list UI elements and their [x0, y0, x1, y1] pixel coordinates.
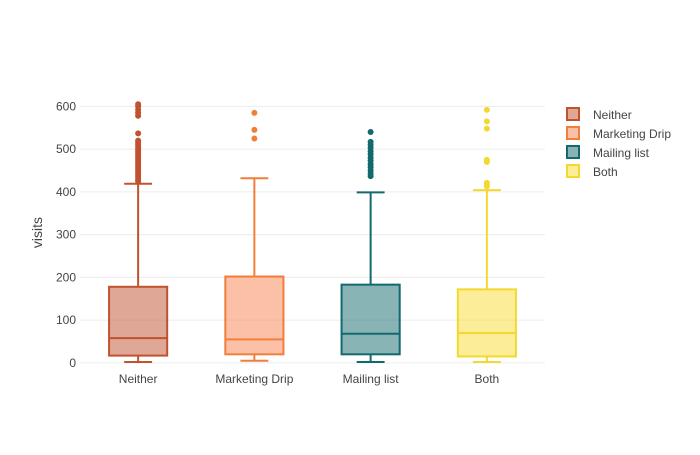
legend-swatch[interactable]: [566, 107, 580, 121]
outlier-point[interactable]: [251, 109, 258, 116]
y-tick-label: 300: [56, 228, 76, 242]
outlier-point[interactable]: [483, 125, 490, 132]
legend-label[interactable]: Mailing list: [593, 146, 650, 160]
box-marketing-drip[interactable]: [224, 275, 285, 356]
y-tick-label: 500: [56, 142, 76, 156]
y-tick-label: 200: [56, 270, 76, 284]
outlier-point[interactable]: [483, 156, 490, 163]
outlier-point[interactable]: [251, 135, 258, 142]
y-tick-label: 600: [56, 99, 76, 113]
outlier-point[interactable]: [135, 130, 142, 137]
outlier-point[interactable]: [367, 129, 374, 136]
outlier-point[interactable]: [251, 126, 258, 133]
y-tick-label: 400: [56, 185, 76, 199]
box-neither[interactable]: [108, 285, 169, 357]
x-tick-label: Neither: [119, 372, 158, 386]
outlier-point[interactable]: [135, 137, 142, 144]
legend-label[interactable]: Both: [593, 165, 618, 179]
x-tick-label: Both: [475, 372, 500, 386]
outlier-point[interactable]: [367, 138, 374, 145]
outlier-point[interactable]: [483, 106, 490, 113]
outlier-point[interactable]: [483, 118, 490, 125]
legend-swatch[interactable]: [566, 164, 580, 178]
box-both[interactable]: [456, 288, 517, 358]
legend-swatch[interactable]: [566, 145, 580, 159]
y-axis-label: visits: [29, 217, 45, 248]
y-tick-label: 100: [56, 313, 76, 327]
box-mailing-list[interactable]: [340, 283, 401, 356]
legend-label[interactable]: Marketing Drip: [593, 127, 671, 141]
x-tick-label: Mailing list: [343, 372, 400, 386]
legend-label[interactable]: Neither: [593, 108, 632, 122]
outlier-point[interactable]: [135, 101, 142, 108]
y-tick-label: 0: [69, 356, 76, 370]
outlier-point[interactable]: [483, 179, 490, 186]
legend-swatch[interactable]: [566, 126, 580, 140]
x-tick-label: Marketing Drip: [215, 372, 293, 386]
